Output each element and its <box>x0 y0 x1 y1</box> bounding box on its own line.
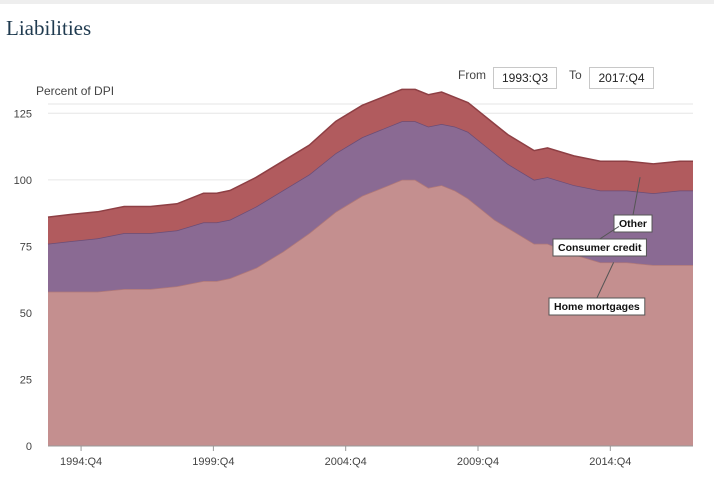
from-label: From <box>458 68 486 82</box>
callouts: Other Consumer credit Home mortgages <box>548 177 653 316</box>
x-tick-label: 2009:Q4 <box>457 456 499 468</box>
top-strip <box>0 0 714 4</box>
callout-home-mortgages: Home mortgages <box>554 301 640 313</box>
x-tick-label: 2014:Q4 <box>589 456 631 468</box>
page-title: Liabilities <box>6 16 92 40</box>
callout-box <box>548 297 646 316</box>
callout-leader <box>632 177 641 216</box>
x-tick-label: 1994:Q4 <box>60 456 102 468</box>
callout-leader <box>599 226 620 240</box>
y-tick-label: 100 <box>14 175 32 187</box>
y-tick-label: 50 <box>20 308 32 320</box>
to-label: To <box>569 68 582 82</box>
callout-other: Other <box>619 218 647 230</box>
y-tick-label: 25 <box>20 374 32 386</box>
y-tick-label: 0 <box>26 441 32 453</box>
x-tick-label: 1999:Q4 <box>192 456 234 468</box>
callout-consumer-credit: Consumer credit <box>558 242 642 254</box>
callout-box <box>613 214 653 233</box>
axes: 0 25 50 75 100 125 1994:Q4 1999:Q4 2004:Q4 2009:Q… <box>14 108 693 468</box>
from-date-input[interactable] <box>493 67 557 89</box>
x-tick-label: 2004:Q4 <box>325 456 367 468</box>
area-consumer-credit <box>48 121 693 292</box>
y-tick-label: 125 <box>14 108 32 120</box>
area-other <box>48 89 693 244</box>
y-tick-label: 75 <box>20 241 32 253</box>
stacked-areas <box>47 88 693 447</box>
callout-box <box>552 238 647 257</box>
to-date-input[interactable] <box>589 67 654 89</box>
area-home-mortgages <box>48 179 693 447</box>
line-other <box>47 88 693 218</box>
callout-leader <box>596 262 615 299</box>
y-axis-label: Percent of DPI <box>36 84 114 98</box>
